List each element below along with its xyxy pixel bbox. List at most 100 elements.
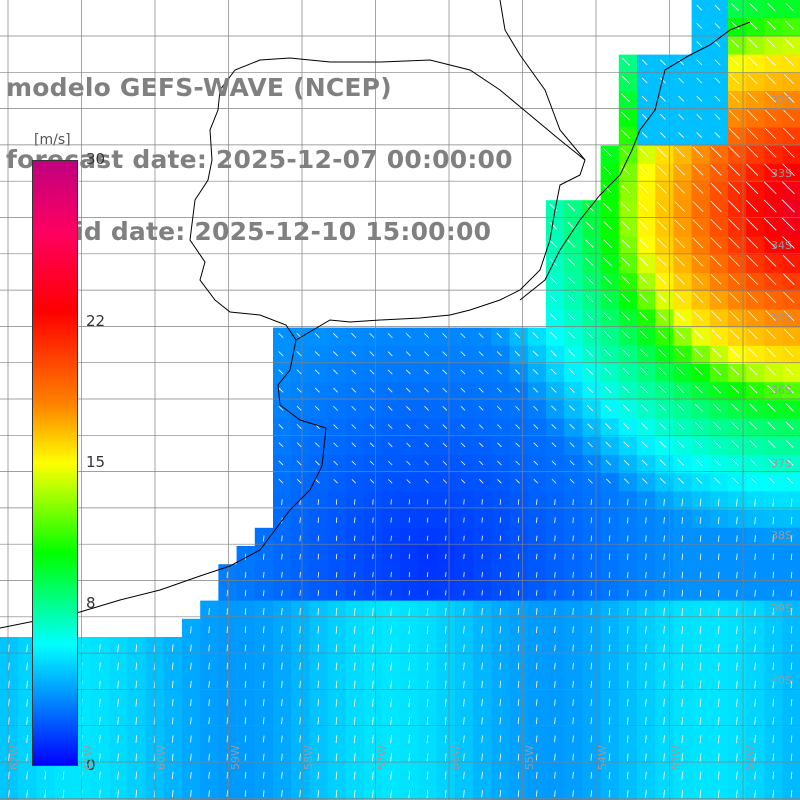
wind-arrow: [736, 680, 738, 689]
wind-arrow: [783, 291, 795, 304]
wind-arrow: [426, 771, 429, 780]
wind-arrow: [226, 680, 229, 688]
wind-arrow: [623, 441, 630, 448]
longitude-label: 60W: [155, 745, 168, 770]
wind-arrow: [763, 217, 777, 231]
wind-arrow: [768, 458, 776, 466]
wind-arrow: [754, 516, 756, 525]
wind-arrow: [730, 366, 740, 376]
wind-arrow: [369, 332, 375, 339]
wind-arrow: [754, 717, 756, 725]
wind-cell: [782, 400, 800, 420]
wind-arrow: [717, 753, 720, 762]
wind-arrow: [388, 479, 393, 484]
wind-arrow: [621, 184, 631, 194]
wind-arrow: [408, 680, 411, 689]
wind-arrow: [26, 753, 28, 762]
wind-arrow: [640, 385, 648, 394]
wind-arrow: [424, 369, 429, 375]
wind-arrow: [790, 735, 793, 743]
wind-arrow: [608, 753, 611, 761]
wind-arrow: [117, 644, 119, 653]
wind-arrow: [263, 535, 265, 542]
wind-arrow: [736, 644, 738, 653]
wind-arrow: [551, 478, 557, 484]
wind-arrow: [514, 350, 521, 357]
wind-arrow: [784, 366, 795, 376]
wind-arrow: [536, 517, 538, 524]
wind-arrow: [335, 680, 338, 689]
wind-arrow: [317, 771, 320, 780]
wind-arrow: [590, 717, 593, 725]
wind-arrow: [590, 517, 593, 524]
wind-cell: [782, 0, 800, 19]
wind-arrow: [533, 442, 539, 448]
wind-arrow: [621, 348, 630, 357]
wind-arrow: [244, 735, 247, 743]
wind-arrow: [717, 498, 720, 507]
wind-arrow: [754, 644, 756, 653]
coastline-east: [519, 21, 751, 301]
wind-arrow: [604, 386, 612, 394]
colorbar-tick-label: 15: [86, 453, 106, 471]
wind-arrow: [640, 367, 649, 376]
wind-arrow: [674, 165, 686, 176]
wind-arrow: [656, 147, 667, 158]
wind-arrow: [747, 310, 758, 322]
wind-arrow: [783, 74, 795, 85]
wind-arrow: [135, 717, 138, 725]
wind-arrow: [244, 626, 247, 634]
wind-arrow: [296, 460, 302, 466]
wind-arrow: [190, 626, 192, 634]
wind-arrow: [281, 699, 283, 707]
wind-arrow: [499, 590, 502, 596]
wind-arrow: [554, 626, 556, 634]
wind-arrow: [790, 753, 793, 761]
wind-arrow: [335, 499, 338, 505]
wind-arrow: [639, 330, 649, 339]
wind-arrow: [333, 442, 338, 448]
wind-arrow: [675, 292, 685, 303]
wind-arrow: [728, 182, 740, 194]
wind-arrow: [694, 403, 703, 412]
wind-arrow: [442, 351, 448, 357]
wind-arrow: [659, 113, 666, 120]
wind-arrow: [406, 479, 411, 484]
wind-arrow: [696, 59, 703, 66]
wind-arrow: [645, 789, 647, 798]
wind-arrow: [517, 590, 520, 596]
wind-arrow: [590, 753, 593, 761]
wind-arrow: [590, 699, 593, 707]
wind-arrow: [444, 644, 447, 653]
wind-arrow: [351, 387, 357, 393]
wind-arrow: [645, 553, 647, 560]
wind-arrow: [351, 351, 357, 357]
wind-arrow: [262, 790, 265, 797]
wind-arrow: [317, 662, 320, 671]
wind-arrow: [405, 369, 411, 375]
wind-arrow: [442, 406, 448, 411]
wind-arrow: [699, 589, 702, 597]
wind-arrow: [387, 442, 393, 448]
wind-arrow: [444, 626, 447, 634]
wind-arrow: [333, 387, 338, 393]
wind-arrow: [694, 366, 703, 376]
wind-arrow: [262, 753, 265, 761]
wind-arrow: [681, 626, 684, 635]
wind-arrow: [754, 698, 756, 707]
wind-arrow: [515, 460, 520, 466]
wind-arrow: [640, 422, 648, 430]
wind-arrow: [406, 460, 411, 466]
wind-arrow: [335, 535, 338, 542]
wind-arrow: [335, 626, 338, 634]
wind-arrow: [390, 716, 392, 726]
wind-arrow: [656, 219, 667, 230]
wind-arrow: [444, 680, 447, 689]
wind-arrow: [626, 698, 629, 707]
wind-arrow: [663, 535, 665, 542]
wind-arrow: [426, 680, 429, 689]
wind-arrow: [572, 517, 574, 524]
wind-arrow: [572, 790, 574, 797]
wind-arrow: [572, 717, 574, 725]
